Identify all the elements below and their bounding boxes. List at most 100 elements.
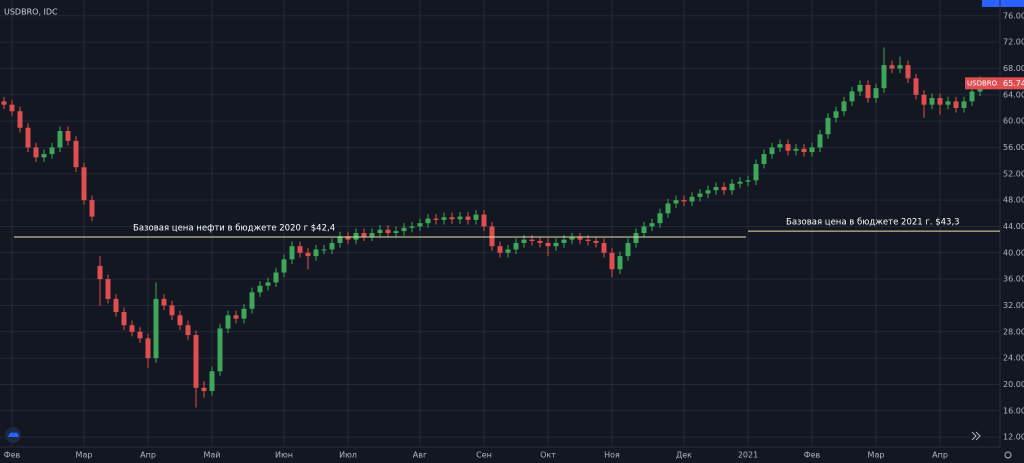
candle-body — [17, 111, 23, 128]
y-tick-label: 72.00 — [1003, 38, 1024, 47]
candle-body — [657, 213, 663, 224]
candle-body — [153, 298, 159, 359]
y-tick-label: 60.00 — [1003, 117, 1024, 126]
candle-body — [529, 239, 535, 241]
candle-body — [409, 226, 415, 228]
candle-body — [33, 147, 39, 158]
candle-body — [401, 227, 407, 232]
candle-body — [753, 163, 759, 181]
candle-body — [849, 91, 855, 102]
candle-body — [705, 190, 711, 194]
candle-body — [177, 315, 183, 326]
candle-body — [65, 131, 71, 141]
y-tick-label: 12.00 — [1003, 433, 1024, 442]
candle-body — [217, 328, 223, 372]
candle-body — [481, 214, 487, 227]
candle-body — [553, 242, 559, 247]
candle-body — [489, 226, 495, 247]
candle-body — [953, 101, 959, 108]
candle-body — [9, 104, 15, 112]
candle-body — [329, 242, 335, 250]
x-tick-label: Сен — [476, 451, 492, 460]
candle-body — [49, 147, 55, 155]
candle-body — [793, 148, 799, 151]
candle-body — [585, 239, 591, 241]
candle-body — [305, 252, 311, 257]
candle-body — [617, 256, 623, 270]
candle-body — [825, 117, 831, 135]
y-tick-label: 40.00 — [1003, 248, 1024, 257]
candle-body — [745, 180, 751, 182]
symbol-title: USDBRO, IDC — [4, 8, 58, 17]
candle-body — [105, 279, 111, 299]
candle-body — [561, 239, 567, 243]
candle-body — [25, 127, 31, 148]
candle-body — [697, 193, 703, 197]
annotation-label: Базовая цена нефти в бюджете 2020 г $42,… — [133, 223, 335, 233]
candle-body — [905, 65, 911, 79]
candle-body — [537, 240, 543, 243]
candle-body — [513, 242, 519, 250]
y-tick-label: 44.00 — [1003, 222, 1024, 231]
x-tick-label: Ноя — [604, 451, 620, 460]
candle-body — [433, 218, 439, 220]
logo-icon — [8, 432, 19, 437]
candle-body — [225, 315, 231, 329]
candle-body — [577, 237, 583, 240]
candle-body — [881, 65, 887, 89]
y-tick-label: 16.00 — [1003, 406, 1024, 415]
candle-body — [497, 246, 503, 253]
scroll-right[interactable] — [971, 431, 981, 441]
candle-body — [689, 196, 695, 202]
y-tick-label: 36.00 — [1003, 275, 1024, 284]
x-tick-label: Апр — [932, 451, 948, 460]
candle-body — [889, 65, 895, 69]
x-tick-label: Окт — [540, 451, 556, 460]
x-tick-label: Дек — [676, 451, 692, 460]
candle-body — [129, 325, 135, 332]
candle-body — [673, 200, 679, 204]
candle-body — [473, 214, 479, 220]
candle-body — [545, 242, 551, 247]
candle-body — [737, 181, 743, 184]
candle-body — [121, 312, 127, 326]
candle-body — [345, 236, 351, 240]
candle-body — [337, 236, 343, 243]
candle-body — [257, 285, 263, 293]
candle-body — [313, 249, 319, 257]
candle-body — [145, 338, 151, 359]
candle-body — [369, 233, 375, 237]
candle-body — [625, 242, 631, 257]
x-tick-label: Мар — [868, 451, 885, 460]
candle-body — [249, 292, 255, 309]
candle-body — [377, 229, 383, 234]
candle-body — [601, 242, 607, 253]
candle-body — [841, 101, 847, 112]
candle-body — [393, 231, 399, 234]
candle-body — [441, 217, 447, 220]
candle-body — [521, 239, 527, 243]
candle-body — [385, 229, 391, 234]
candle-body — [785, 144, 791, 151]
candle-body — [817, 134, 823, 148]
candle-body — [1, 101, 7, 105]
last-price-badge — [965, 77, 1024, 90]
toolbar-button[interactable] — [982, 0, 1024, 7]
candle-body — [945, 101, 951, 105]
candle-body — [273, 272, 279, 283]
candle-body — [665, 203, 671, 214]
candle-body — [137, 331, 143, 339]
x-tick-label: Июн — [275, 451, 293, 460]
candle-body — [593, 240, 599, 243]
y-tick-label: 64.00 — [1003, 90, 1024, 99]
candle-body — [729, 183, 735, 191]
candle-body — [777, 144, 783, 148]
y-tick-label: 52.00 — [1003, 169, 1024, 178]
candle-body — [353, 233, 359, 240]
candle-body — [209, 371, 215, 392]
candle-body — [265, 282, 271, 286]
settings-icon[interactable] — [1004, 451, 1012, 459]
candle-body — [57, 131, 63, 148]
candle-body — [929, 98, 935, 105]
